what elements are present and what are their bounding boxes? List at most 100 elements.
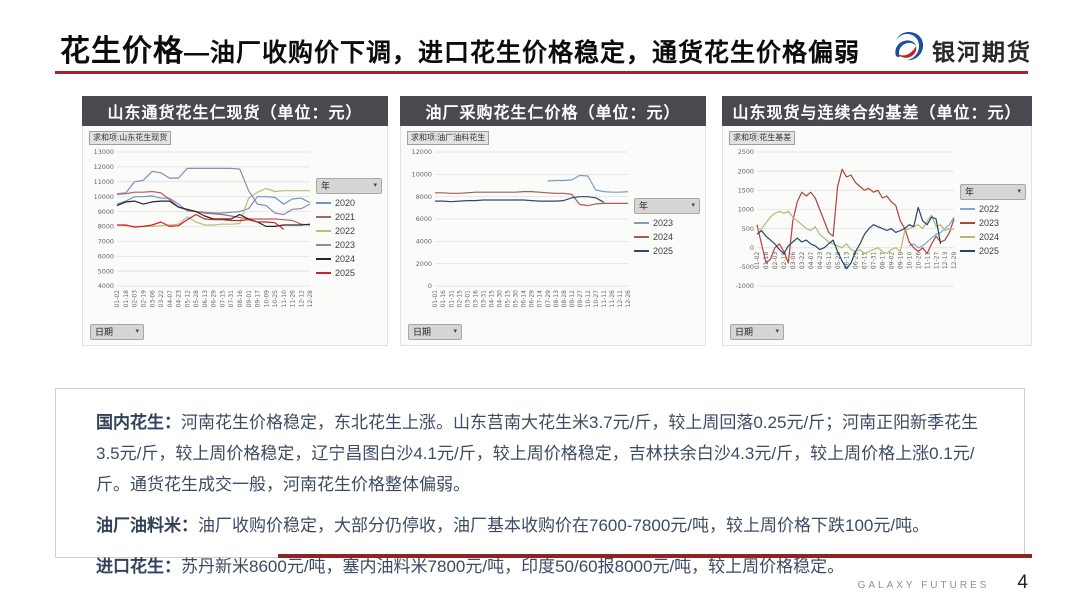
svg-text:11-10: 11-10 — [281, 290, 288, 308]
svg-text:1500: 1500 — [738, 186, 754, 194]
chart-panel-title: 油厂采购花生仁价格（单位：元） — [400, 96, 706, 126]
legend-label: 2024 — [335, 254, 356, 264]
svg-text:05-30: 05-30 — [513, 290, 520, 308]
legend-swatch — [316, 230, 331, 232]
galaxy-swoosh-icon — [892, 30, 926, 69]
date-filter-button[interactable]: 日期 ▾ — [408, 324, 462, 340]
year-filter-button[interactable]: 年 ▾ — [960, 184, 1026, 200]
svg-text:09-01: 09-01 — [246, 290, 253, 308]
chart-legend: 年 ▾ 2020 2021 2022 2023 2024 2025 — [316, 178, 382, 278]
year-filter-button[interactable]: 年 ▾ — [316, 178, 382, 194]
svg-text:04-07: 04-07 — [167, 290, 174, 308]
svg-text:01-01: 01-01 — [432, 290, 439, 308]
legend-item: 2024 — [960, 232, 1026, 242]
svg-text:06-29: 06-29 — [853, 252, 860, 270]
svg-text:02-03: 02-03 — [132, 290, 139, 308]
chart-panel-title: 山东现货与连续合约基差（单位：元） — [722, 96, 1032, 126]
svg-text:2000: 2000 — [738, 167, 754, 175]
svg-text:05-12: 05-12 — [826, 252, 833, 270]
chart-legend: 年 ▾ 2023 2024 2025 — [634, 198, 700, 256]
legend-item: 2024 — [316, 254, 382, 264]
svg-text:03-22: 03-22 — [158, 290, 165, 308]
chart-area: 求和项:山东花生现货 13000 12000 11000 10000 9000 8000 7… — [82, 126, 388, 346]
page-number: 4 — [1017, 572, 1028, 593]
year-filter-button[interactable]: 年 ▾ — [634, 198, 700, 214]
svg-text:03-16: 03-16 — [472, 290, 479, 308]
legend-label: 2023 — [335, 240, 356, 250]
svg-text:11000: 11000 — [94, 178, 114, 186]
legend-swatch — [960, 236, 975, 238]
svg-text:02-19: 02-19 — [141, 290, 148, 308]
svg-text:8000: 8000 — [416, 193, 432, 201]
svg-text:13000: 13000 — [94, 148, 114, 156]
paragraph-oil-mill: 油厂油料米：油厂收购价稳定，大部分仍停收，油厂基本收购价在7600-7800元/… — [96, 510, 986, 541]
svg-text:07-14: 07-14 — [537, 290, 544, 308]
svg-text:8000: 8000 — [98, 223, 114, 231]
svg-text:04-30: 04-30 — [497, 290, 504, 308]
filter-icon: ▾ — [691, 202, 695, 209]
svg-text:03-06: 03-06 — [149, 290, 156, 308]
legend-label: 2020 — [335, 198, 356, 208]
page-title-prefix: 花生价格 — [60, 35, 184, 68]
date-filter-button[interactable]: 日期 ▾ — [730, 324, 784, 340]
svg-text:09-18: 09-18 — [897, 252, 904, 270]
svg-text:-1000: -1000 — [735, 282, 754, 290]
chart-legend: 年 ▾ 2022 2023 2024 2025 — [960, 184, 1026, 256]
svg-text:10-26: 10-26 — [915, 252, 922, 270]
paragraph-label: 国内花生： — [96, 413, 181, 432]
svg-text:06-29: 06-29 — [529, 290, 536, 308]
chart-area: 求和项:花生基差 2500 2000 1500 1000 500 0 -500 -1000 01… — [722, 126, 1032, 346]
legend-label: 2023 — [653, 218, 674, 228]
svg-text:10000: 10000 — [412, 171, 432, 179]
svg-text:11-27: 11-27 — [933, 252, 940, 270]
filter-icon: ▾ — [373, 182, 377, 189]
svg-text:01-31: 01-31 — [448, 290, 455, 308]
legend-swatch — [316, 272, 331, 274]
svg-text:06-14: 06-14 — [521, 290, 528, 308]
pivot-field-label: 求和项:油厂油料花生 — [407, 131, 490, 145]
legend-label: 2024 — [979, 232, 1000, 242]
legend-item: 2023 — [634, 218, 700, 228]
pivot-field-label: 求和项:花生基差 — [729, 131, 796, 145]
chart-area: 求和项:油厂油料花生 12000 10000 8000 6000 4000 2000 0 01… — [400, 126, 706, 346]
brand-name: 银河期货 — [932, 38, 1032, 65]
svg-text:12000: 12000 — [412, 148, 432, 156]
svg-text:04-07: 04-07 — [808, 252, 815, 270]
title-underline-divider — [55, 71, 1028, 74]
legend-swatch — [316, 202, 331, 204]
svg-text:4000: 4000 — [98, 282, 114, 290]
paragraph-domestic-peanut: 国内花生：河南花生价格稳定，东北花生上涨。山东莒南大花生米3.7元/斤，较上周回… — [96, 407, 986, 500]
footer: GALAXY FUTURES 4 — [858, 572, 1028, 594]
date-filter-button[interactable]: 日期 ▾ — [90, 324, 144, 340]
chart-panel-basis: 山东现货与连续合约基差（单位：元） 求和项:花生基差 2500 2000 1500 1… — [722, 96, 1032, 346]
svg-text:09-12: 09-12 — [569, 290, 576, 308]
paragraph-label: 油厂油料米： — [96, 516, 198, 535]
legend-label: 2024 — [653, 232, 674, 242]
legend-label: 2025 — [335, 268, 356, 278]
paragraph-text: 苏丹新米8600元/吨，塞内油料米7800元/吨，印度50/60报8000元/吨… — [181, 557, 845, 576]
legend-item: 2022 — [960, 204, 1026, 214]
svg-text:6000: 6000 — [416, 215, 432, 223]
svg-text:4000: 4000 — [416, 238, 432, 246]
svg-text:03-31: 03-31 — [480, 290, 487, 308]
svg-text:09-27: 09-27 — [577, 290, 584, 308]
legend-swatch — [316, 244, 331, 246]
svg-text:07-15: 07-15 — [219, 290, 226, 308]
svg-text:11-11: 11-11 — [924, 252, 931, 270]
svg-text:02-15: 02-15 — [456, 290, 463, 308]
page-title-rest: —油厂收购价下调，进口花生价格稳定，通货花生价格偏弱 — [184, 39, 861, 67]
svg-text:03-01: 03-01 — [464, 290, 471, 308]
svg-text:01-02: 01-02 — [754, 252, 761, 270]
legend-item: 2025 — [634, 246, 700, 256]
legend-swatch — [960, 222, 975, 224]
legend-label: 2021 — [335, 212, 356, 222]
svg-text:06-13: 06-13 — [202, 290, 209, 308]
pivot-field-label: 求和项:山东花生现货 — [89, 131, 172, 145]
svg-text:11-11: 11-11 — [601, 290, 608, 308]
paragraph-text: 河南花生价格稳定，东北花生上涨。山东莒南大花生米3.7元/斤，较上周回落0.25… — [96, 413, 979, 494]
footer-brand: GALAXY FUTURES — [857, 580, 990, 591]
legend-swatch — [960, 208, 975, 210]
svg-text:12-26: 12-26 — [625, 290, 632, 308]
svg-text:10-25: 10-25 — [272, 290, 279, 308]
svg-text:7000: 7000 — [98, 238, 114, 246]
